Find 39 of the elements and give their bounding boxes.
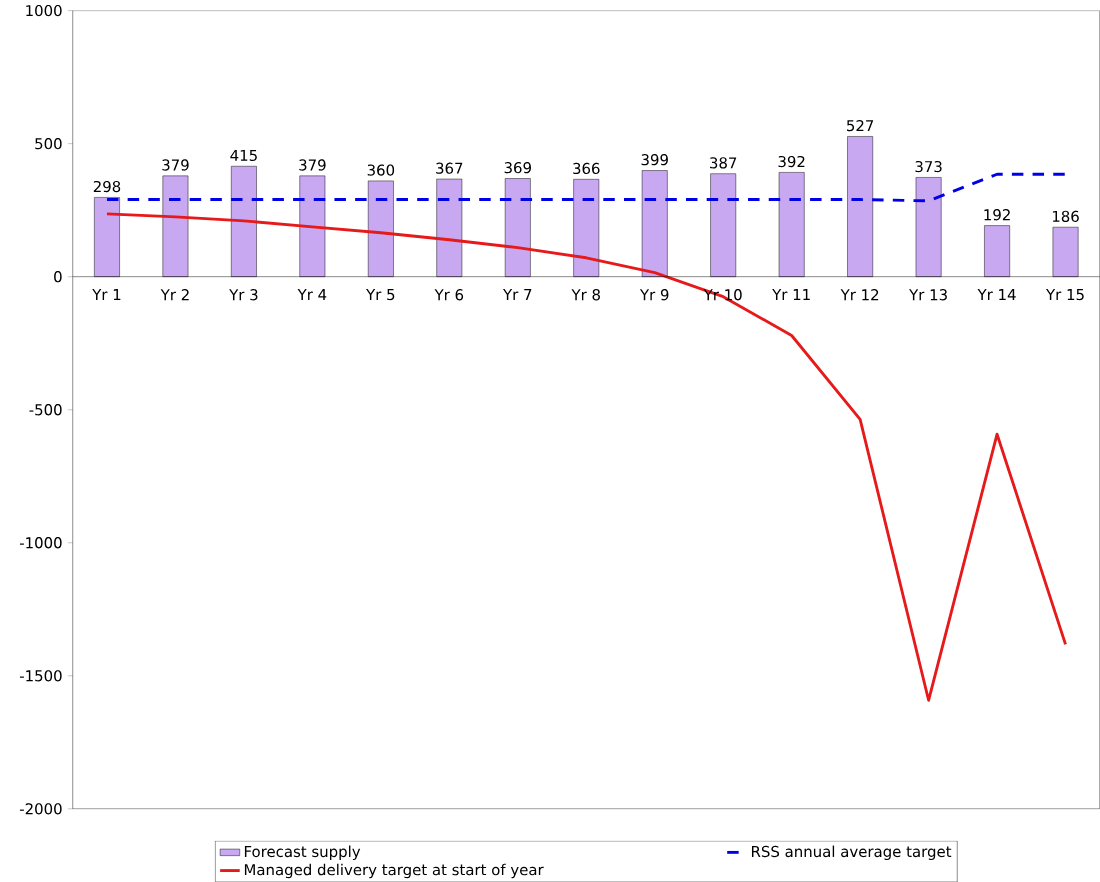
y-tick-label: -500 — [29, 404, 62, 416]
data-label: 360 — [367, 164, 395, 176]
x-tick-label: Yr 1 — [92, 289, 121, 300]
data-label: 392 — [778, 155, 805, 168]
data-label: 367 — [436, 162, 463, 174]
x-tick-label: Yr 4 — [297, 289, 327, 300]
x-tick-label: Yr 8 — [571, 289, 600, 301]
x-tick-label: Yr 9 — [639, 289, 669, 301]
y-tick-label: -1000 — [19, 537, 62, 549]
data-label: 298 — [93, 180, 121, 193]
y-tick-label: 500 — [35, 137, 62, 150]
x-tick-label: Yr 3 — [229, 289, 258, 301]
data-label: 399 — [641, 153, 668, 166]
data-label: 387 — [710, 157, 737, 169]
x-tick-label: Yr 11 — [772, 289, 810, 300]
data-label: 379 — [162, 159, 189, 171]
x-tick-label: Yr 6 — [434, 289, 464, 301]
x-tick-label: Yr 13 — [909, 289, 947, 301]
data-label: 527 — [847, 119, 874, 132]
data-label: 192 — [984, 209, 1010, 221]
y-tick-label: 0 — [54, 270, 62, 283]
y-tick-label: -1500 — [19, 670, 62, 682]
data-label: 415 — [230, 149, 257, 161]
legend-label: RSS annual average target — [751, 845, 952, 860]
data-label: 369 — [504, 161, 531, 174]
legend-label: Forecast supply — [244, 845, 361, 860]
x-tick-label: Yr 5 — [366, 289, 395, 301]
data-label: 366 — [573, 162, 600, 175]
y-tick-label: 1000 — [26, 4, 62, 17]
data-label: 373 — [915, 160, 942, 173]
data-label: 186 — [1052, 210, 1079, 222]
x-tick-label: Yr 7 — [502, 289, 532, 300]
x-tick-label: Yr 15 — [1045, 289, 1084, 301]
x-tick-label: Yr 12 — [840, 289, 879, 301]
data-label: 379 — [299, 159, 326, 171]
legend-label: Managed delivery target at start of year — [244, 863, 544, 879]
x-tick-label: Yr 14 — [977, 289, 1016, 300]
x-tick-label: Yr 2 — [160, 289, 189, 301]
y-tick-label: -2000 — [19, 803, 62, 815]
